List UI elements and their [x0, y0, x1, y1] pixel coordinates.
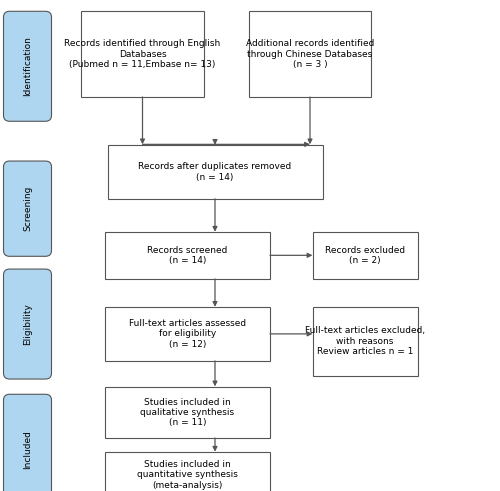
FancyBboxPatch shape	[249, 11, 371, 97]
FancyBboxPatch shape	[312, 307, 418, 376]
Text: Additional records identified
through Chinese Databases
(n = 3 ): Additional records identified through Ch…	[246, 39, 374, 69]
Text: Records after duplicates removed
(n = 14): Records after duplicates removed (n = 14…	[138, 162, 292, 182]
FancyBboxPatch shape	[4, 161, 51, 256]
Text: Eligibility: Eligibility	[23, 303, 32, 345]
Text: Identification: Identification	[23, 36, 32, 96]
FancyBboxPatch shape	[105, 232, 270, 279]
Text: Records screened
(n = 14): Records screened (n = 14)	[148, 246, 228, 265]
FancyBboxPatch shape	[4, 11, 51, 121]
Text: Full-text articles excluded,
with reasons
Review articles n = 1: Full-text articles excluded, with reason…	[305, 327, 425, 356]
FancyBboxPatch shape	[105, 387, 270, 438]
Text: Screening: Screening	[23, 186, 32, 231]
FancyBboxPatch shape	[312, 232, 418, 279]
Text: Studies included in
qualitative synthesis
(n = 11): Studies included in qualitative synthesi…	[140, 398, 234, 427]
FancyBboxPatch shape	[81, 11, 204, 97]
FancyBboxPatch shape	[105, 307, 270, 361]
Text: Included: Included	[23, 430, 32, 469]
Text: Records identified through English
Databases
(Pubmed n = 11,Embase n= 13): Records identified through English Datab…	[64, 39, 220, 69]
FancyBboxPatch shape	[4, 394, 51, 491]
FancyBboxPatch shape	[4, 269, 51, 379]
Text: Records excluded
(n = 2): Records excluded (n = 2)	[325, 246, 405, 265]
FancyBboxPatch shape	[108, 145, 322, 199]
Text: Studies included in
quantitative synthesis
(meta-analysis)
(n = 11): Studies included in quantitative synthes…	[137, 460, 238, 491]
Text: Full-text articles assessed
for eligibility
(n = 12): Full-text articles assessed for eligibil…	[129, 319, 246, 349]
FancyBboxPatch shape	[105, 452, 270, 491]
